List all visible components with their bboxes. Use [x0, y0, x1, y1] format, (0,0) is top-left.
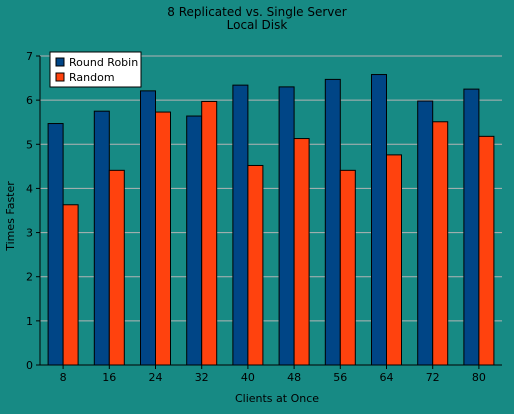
bar-round-robin-8 [47, 123, 64, 366]
y-tick-label-3: 3 [26, 227, 33, 240]
chart-subtitle: Local Disk [227, 18, 288, 32]
bar-round-robin-64 [371, 74, 387, 366]
y-tick-label-4: 4 [26, 182, 33, 195]
legend-label-random: Random [69, 71, 115, 84]
x-tick-label-16: 16 [102, 371, 116, 384]
legend-swatch-random [55, 72, 65, 82]
bar-random-16 [108, 169, 125, 366]
y-tick-label-6: 6 [26, 94, 33, 107]
bar-round-robin-56 [324, 78, 341, 366]
x-tick-label-24: 24 [149, 371, 163, 384]
bar-random-56 [339, 169, 356, 366]
x-axis-label: Clients at Once [235, 392, 319, 405]
bar-random-8 [62, 204, 79, 366]
bar-round-robin-72 [417, 100, 434, 366]
x-tick-label-64: 64 [380, 371, 394, 384]
legend-box [49, 51, 142, 88]
y-tick-label-1: 1 [26, 315, 33, 328]
bar-random-32 [201, 100, 218, 366]
x-tick-label-80: 80 [472, 371, 486, 384]
bar-random-80 [478, 135, 495, 366]
y-axis-label: Times Faster [4, 181, 17, 252]
chart-title: 8 Replicated vs. Single Server [167, 5, 346, 19]
x-tick-label-72: 72 [426, 371, 440, 384]
bar-random-72 [432, 121, 449, 366]
x-tick-label-40: 40 [241, 371, 255, 384]
bar-random-24 [155, 111, 171, 366]
bar-random-48 [293, 138, 310, 366]
bar-round-robin-80 [463, 88, 480, 366]
x-tick-label-48: 48 [287, 371, 301, 384]
x-tick-label-56: 56 [333, 371, 347, 384]
legend-swatch-round-robin [55, 57, 65, 67]
y-tick-label-0: 0 [26, 359, 33, 372]
bars-layer [47, 74, 495, 366]
y-tick-label-2: 2 [26, 271, 33, 284]
x-tick-label-8: 8 [60, 371, 67, 384]
y-tick-label-7: 7 [26, 50, 33, 63]
bar-round-robin-48 [278, 86, 295, 366]
bar-random-64 [386, 154, 402, 366]
bar-round-robin-32 [186, 115, 203, 366]
legend-label-round-robin: Round Robin [69, 56, 138, 69]
bar-round-robin-16 [93, 110, 110, 366]
bar-round-robin-40 [232, 84, 249, 366]
bar-round-robin-24 [140, 90, 156, 366]
x-tick-label-32: 32 [195, 371, 209, 384]
y-tick-label-5: 5 [26, 138, 33, 151]
bar-random-40 [247, 164, 264, 366]
legend: Round Robin Random [49, 51, 142, 88]
